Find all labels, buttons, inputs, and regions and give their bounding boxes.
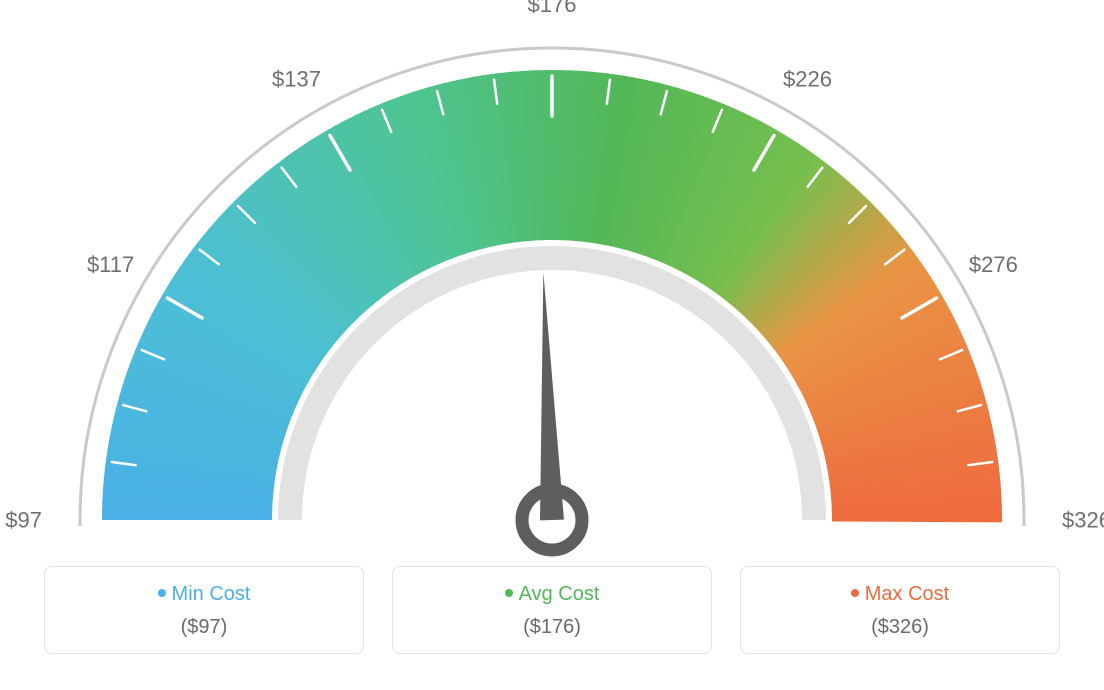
legend-title-max: Max Cost: [741, 583, 1059, 606]
gauge-chart: $97 $117 $137 $176 $226 $276 $326: [0, 0, 1104, 560]
legend-card-min: Min Cost ($97): [44, 566, 364, 654]
gauge-svg: $97 $117 $137 $176 $226 $276 $326: [0, 0, 1104, 560]
gauge-tick-label: $137: [272, 66, 321, 91]
gauge-tick-label: $97: [5, 508, 42, 533]
legend-dot-avg: [505, 589, 513, 597]
legend-title-avg: Avg Cost: [393, 583, 711, 606]
legend-row: Min Cost ($97) Avg Cost ($176) Max Cost …: [0, 566, 1104, 654]
legend-dot-max: [851, 589, 859, 597]
legend-dot-min: [158, 589, 166, 597]
legend-value-avg: ($176): [393, 616, 711, 639]
gauge-tick-label: $176: [528, 0, 577, 17]
legend-title-avg-text: Avg Cost: [519, 583, 600, 605]
legend-card-avg: Avg Cost ($176): [392, 566, 712, 654]
gauge-tick-label: $117: [87, 252, 134, 277]
legend-value-min: ($97): [45, 616, 363, 639]
gauge-tick-label: $276: [969, 252, 1018, 277]
gauge-tick-label: $226: [783, 66, 832, 91]
legend-title-min: Min Cost: [45, 583, 363, 606]
legend-title-max-text: Max Cost: [865, 583, 949, 605]
legend-title-min-text: Min Cost: [172, 583, 251, 605]
gauge-needle: [540, 272, 564, 520]
chart-container: $97 $117 $137 $176 $226 $276 $326 Min Cost ($9…: [0, 0, 1104, 690]
legend-card-max: Max Cost ($326): [740, 566, 1060, 654]
gauge-tick-label: $326: [1062, 508, 1104, 533]
legend-value-max: ($326): [741, 616, 1059, 639]
